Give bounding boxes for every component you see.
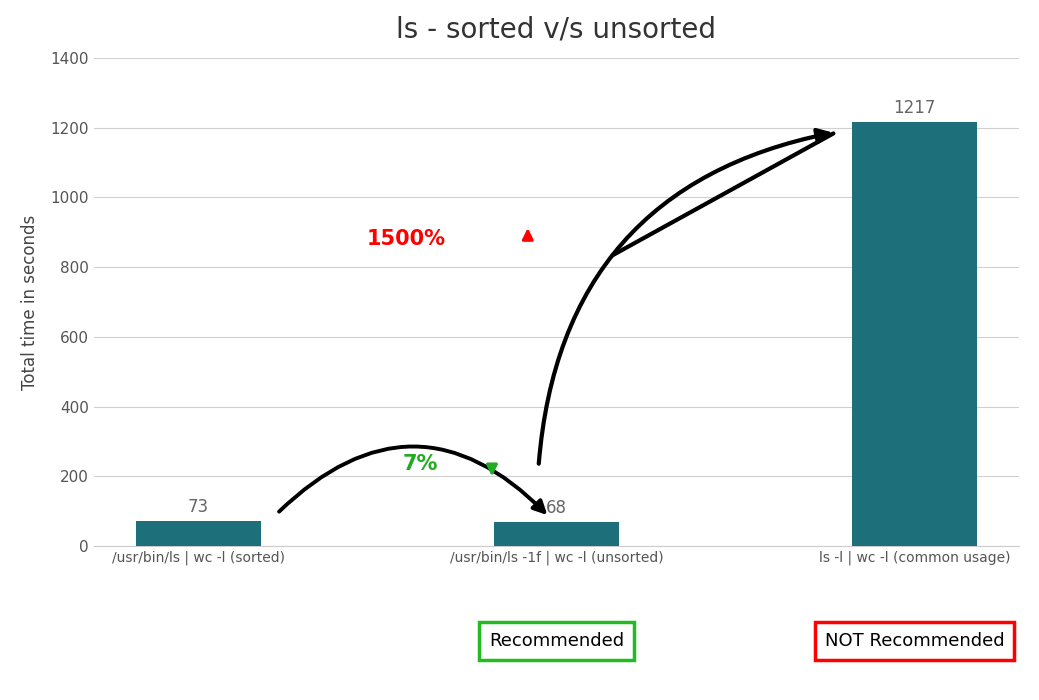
Text: 68: 68 — [545, 499, 567, 517]
Y-axis label: Total time in seconds: Total time in seconds — [21, 214, 39, 389]
Text: 1500%: 1500% — [367, 229, 446, 249]
Bar — [494, 522, 619, 546]
Text: 7%: 7% — [403, 454, 438, 474]
Title: ls - sorted v/s unsorted: ls - sorted v/s unsorted — [397, 15, 717, 43]
Text: 1217: 1217 — [894, 99, 936, 117]
Text: NOT Recommended: NOT Recommended — [825, 632, 1005, 650]
Text: 73: 73 — [188, 498, 209, 516]
Bar — [136, 521, 261, 546]
Bar — [852, 122, 978, 546]
Text: Recommended: Recommended — [489, 632, 624, 650]
